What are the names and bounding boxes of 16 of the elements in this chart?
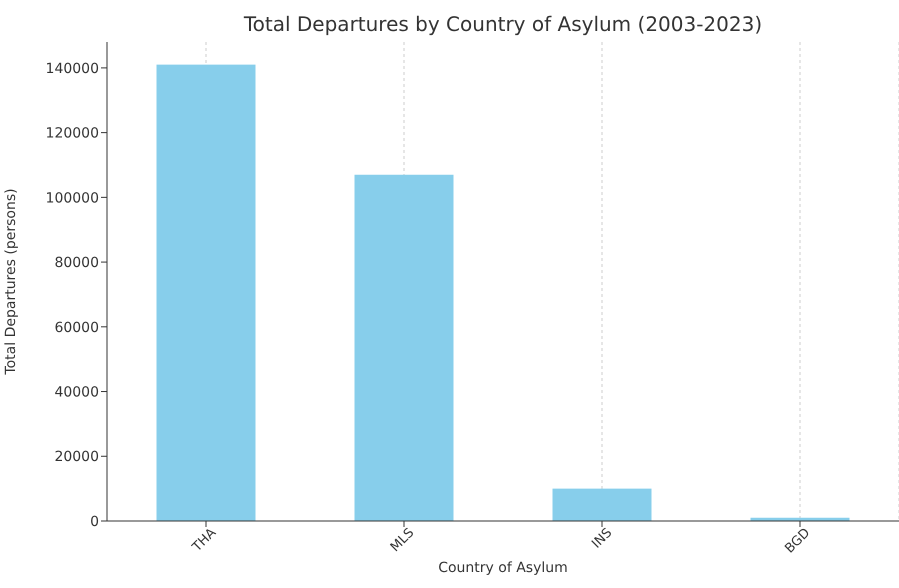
bar: [552, 488, 652, 521]
chart-title: Total Departures by Country of Asylum (2003-2023): [242, 12, 764, 36]
y-tick-label: 100000: [46, 190, 99, 206]
x-tick-label: THA: [189, 525, 220, 556]
y-tick-label: 40000: [54, 384, 99, 401]
bar: [156, 64, 256, 521]
x-tick-label: INS: [589, 526, 616, 552]
y-tick-label: 0: [90, 514, 99, 530]
y-axis-title: Total Departures (persons): [2, 188, 19, 376]
bar: [354, 174, 454, 521]
y-tick-label: 80000: [54, 255, 99, 272]
y-tick-label: 120000: [46, 126, 99, 142]
y-tick-label: 140000: [46, 60, 99, 77]
x-axis-title: Country of Asylum: [438, 560, 568, 576]
y-tick-label: 20000: [54, 449, 99, 466]
y-tick-label: 60000: [54, 320, 99, 336]
